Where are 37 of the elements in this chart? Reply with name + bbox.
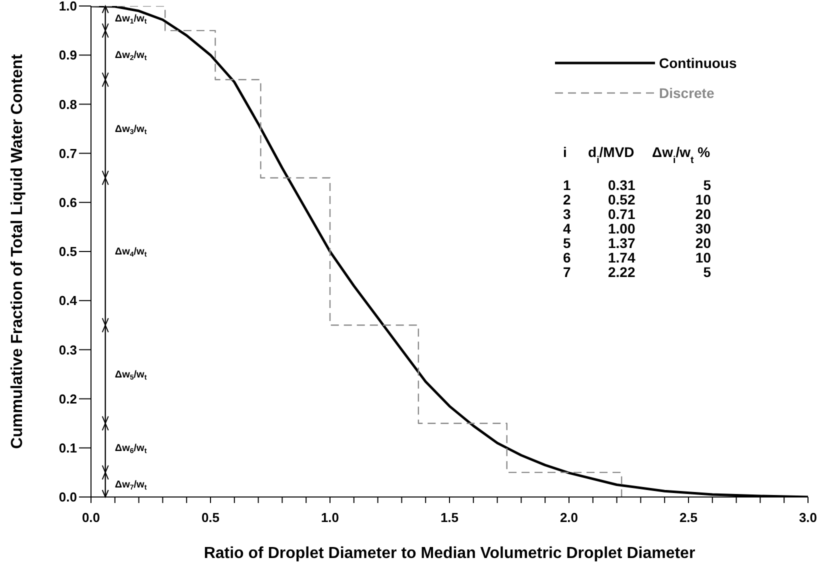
annotation: Δw$_{6}$/w$_{t}$ bbox=[114, 442, 148, 456]
text: i d$_{i}$/MVD Δw$_{i}$/w$_{t}$ % bbox=[563, 144, 710, 166]
y-tick-label: 1.0 bbox=[58, 0, 77, 14]
text: 2 0.52 10 bbox=[563, 192, 711, 208]
y-tick-label: 0.3 bbox=[58, 342, 77, 358]
x-tick-label: 0.5 bbox=[201, 510, 220, 526]
text: 6 1.74 10 bbox=[563, 250, 711, 266]
y-tick-label: 0.7 bbox=[58, 146, 77, 161]
text: 1 0.31 5 bbox=[563, 177, 711, 193]
x-tick-label: 0.0 bbox=[82, 510, 100, 526]
annotation: Δw$_{7}$/w$_{t}$ bbox=[114, 479, 148, 492]
x-tick-label: 3.0 bbox=[798, 510, 818, 526]
x-tick-label: 1.0 bbox=[320, 510, 340, 526]
y-tick-label: 0.2 bbox=[58, 391, 77, 406]
y-tick-label: 0.0 bbox=[58, 490, 77, 505]
y-axis-title: Cummulative Fraction of Total Liquid Water Content bbox=[9, 54, 26, 449]
x-tick-label: 2.0 bbox=[560, 510, 578, 526]
annotation: Δw$_{2}$/w$_{t}$ bbox=[114, 50, 148, 62]
y-tick-label: 0.9 bbox=[58, 48, 77, 63]
y-tick-label: 0.4 bbox=[58, 293, 78, 308]
x-axis-title: Ratio of Droplet Diameter to Median Volumetric Droplet Diameter bbox=[204, 545, 696, 562]
x-tick-label: 1.5 bbox=[440, 510, 459, 526]
text: Discrete bbox=[659, 85, 714, 101]
y-tick-label: 0.1 bbox=[58, 440, 77, 456]
y-tick-label: 0.5 bbox=[58, 244, 77, 260]
text: Continuous bbox=[659, 55, 737, 71]
text: 7 2.22 5 bbox=[563, 264, 711, 280]
text: 3 0.71 20 bbox=[563, 206, 711, 222]
annotation: Δw$_{5}$/w$_{t}$ bbox=[114, 368, 148, 382]
x-tick-label: 2.5 bbox=[679, 510, 698, 526]
y-tick-label: 0.6 bbox=[58, 195, 77, 210]
annotation: Δw$_{4}$/w$_{t}$ bbox=[114, 246, 148, 259]
annotation: Δw$_{3}$/w$_{t}$ bbox=[114, 123, 148, 136]
annotation: Δw$_{1}$/w$_{t}$ bbox=[114, 12, 148, 26]
y-tick-label: 0.8 bbox=[58, 96, 77, 112]
text: 5 1.37 20 bbox=[563, 235, 711, 251]
text: 4 1.00 30 bbox=[563, 220, 711, 236]
